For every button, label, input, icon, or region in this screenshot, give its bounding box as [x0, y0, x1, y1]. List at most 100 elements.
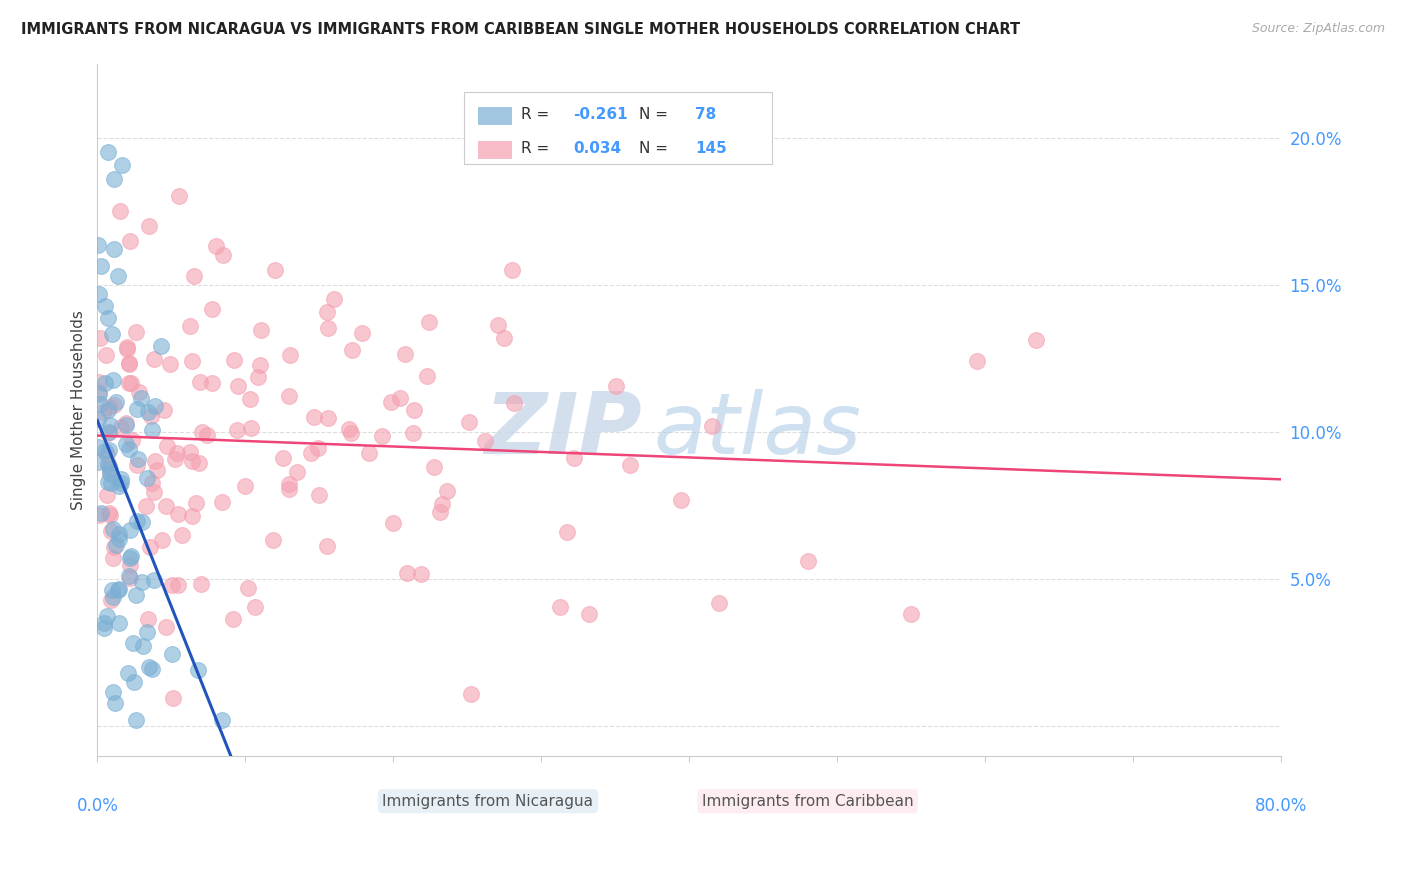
Point [136, 405, 159, 419]
Point [103, 172, 125, 186]
Point [121, 433, 143, 447]
Point [97, 403, 120, 417]
Point [89, 386, 111, 401]
Point [304, 410, 326, 425]
Point [139, 409, 162, 424]
Point [122, 636, 145, 650]
Point [548, 599, 571, 614]
Point [110, 420, 132, 434]
Point [135, 499, 157, 513]
FancyBboxPatch shape [478, 141, 512, 159]
Point [125, 402, 148, 417]
FancyBboxPatch shape [478, 106, 512, 125]
Text: 0.034: 0.034 [574, 142, 621, 156]
Point [131, 392, 153, 406]
Point [211, 714, 233, 728]
Point [114, 418, 136, 433]
Point [155, 620, 177, 634]
Point [94, 376, 117, 390]
Point [240, 421, 263, 435]
Point [89, 330, 111, 344]
Text: IMMIGRANTS FROM NICARAGUA VS IMMIGRANTS FROM CARIBBEAN SINGLE MOTHER HOUSEHOLDS : IMMIGRANTS FROM NICARAGUA VS IMMIGRANTS … [21, 22, 1021, 37]
Point [249, 359, 271, 373]
Point [97, 458, 120, 473]
Point [359, 446, 381, 460]
Point [150, 533, 173, 547]
Point [125, 514, 148, 528]
Point [120, 549, 142, 564]
Point [502, 396, 524, 410]
Point [115, 342, 138, 356]
Point [125, 714, 148, 728]
Point [103, 522, 125, 536]
Point [89, 396, 111, 410]
Point [87, 440, 110, 454]
Point [107, 268, 129, 283]
Point [181, 509, 204, 524]
Text: ZIP: ZIP [484, 389, 641, 472]
Point [432, 497, 454, 511]
Point [96, 488, 118, 502]
Point [188, 375, 211, 389]
Point [143, 399, 166, 413]
Point [136, 624, 159, 639]
Point [166, 446, 188, 460]
Point [402, 425, 425, 440]
Point [277, 476, 299, 491]
Point [181, 354, 204, 368]
Text: 80.0%: 80.0% [1254, 797, 1308, 815]
Point [170, 528, 193, 542]
Point [159, 357, 181, 371]
Point [96, 446, 118, 460]
Point [87, 412, 110, 426]
Point [100, 582, 122, 597]
Point [125, 588, 148, 602]
Point [619, 458, 641, 473]
Text: R =: R = [522, 107, 554, 122]
Point [205, 239, 228, 253]
Point [98, 466, 121, 480]
Point [118, 558, 141, 572]
Point [486, 318, 509, 332]
Point [103, 242, 125, 256]
Point [100, 524, 122, 539]
Point [285, 465, 308, 479]
Point [118, 376, 141, 391]
Point [474, 434, 496, 449]
Point [156, 439, 179, 453]
Point [110, 475, 132, 490]
Point [458, 416, 481, 430]
Point [118, 234, 141, 248]
Point [138, 660, 160, 674]
Point [966, 354, 988, 368]
Point [131, 575, 153, 590]
Point [190, 576, 212, 591]
Point [201, 376, 224, 391]
Point [98, 442, 121, 457]
Point [142, 573, 165, 587]
Point [429, 505, 451, 519]
Point [163, 451, 186, 466]
Point [98, 508, 121, 523]
Point [107, 583, 129, 598]
Point [153, 403, 176, 417]
Point [179, 318, 201, 333]
Point [96, 608, 118, 623]
Point [460, 687, 482, 701]
Text: Source: ZipAtlas.com: Source: ZipAtlas.com [1251, 22, 1385, 36]
Point [103, 398, 125, 412]
Text: R =: R = [522, 142, 554, 156]
Text: N =: N = [640, 142, 673, 156]
Point [100, 592, 122, 607]
Point [132, 639, 155, 653]
Point [97, 506, 120, 520]
Point [114, 437, 136, 451]
Point [160, 578, 183, 592]
Point [107, 478, 129, 492]
Point [120, 523, 142, 537]
Point [110, 472, 132, 486]
Point [155, 499, 177, 513]
Point [127, 458, 149, 472]
Point [707, 596, 730, 610]
Point [308, 488, 330, 502]
